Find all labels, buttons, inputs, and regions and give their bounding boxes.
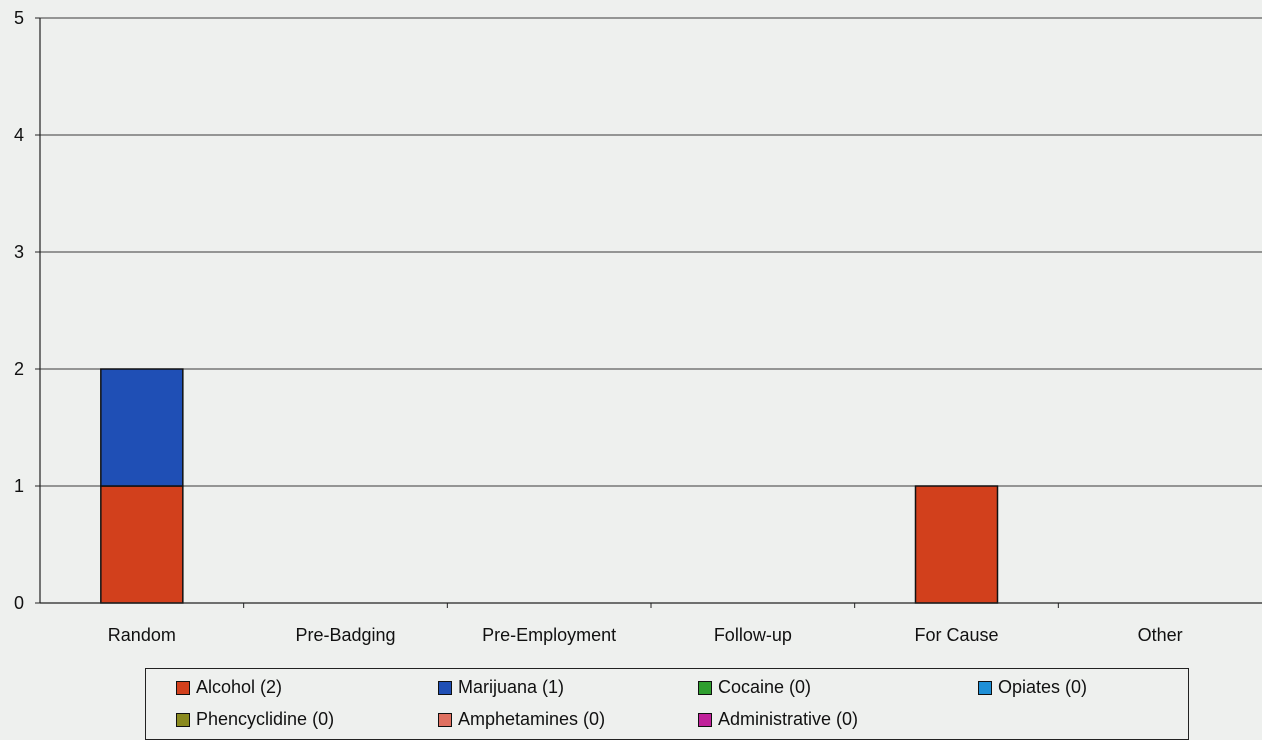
y-tick-label: 0 xyxy=(14,593,24,613)
legend-label: Phencyclidine (0) xyxy=(196,709,335,729)
bar-chart: 0 1 2 3 4 5 Random Pre-Badging Pre-Employment Fo… xyxy=(14,8,1262,645)
legend-item: Cocaine (0) xyxy=(698,677,811,698)
x-category-label: Random xyxy=(108,625,176,645)
legend-swatch xyxy=(698,712,712,727)
legend-item: Alcohol (2) xyxy=(176,677,282,698)
x-category-label: Pre-Badging xyxy=(295,625,395,645)
legend-item: Opiates (0) xyxy=(978,677,1087,698)
y-tick-label: 3 xyxy=(14,242,24,262)
y-tick-label: 1 xyxy=(14,476,24,496)
y-tick-label: 4 xyxy=(14,125,24,145)
bar-marijuana-random xyxy=(100,368,184,487)
legend-label: Opiates (0) xyxy=(998,677,1088,697)
x-category-label: Other xyxy=(1138,625,1183,645)
legend-swatch xyxy=(978,680,992,695)
x-category-label: Pre-Employment xyxy=(482,625,616,645)
legend-label: Marijuana (1) xyxy=(458,677,565,697)
legend-swatch xyxy=(176,712,190,727)
legend-item: Phencyclidine (0) xyxy=(176,709,334,730)
y-tick-label: 5 xyxy=(14,8,24,28)
legend-swatch xyxy=(698,680,712,695)
bar-alcohol-random xyxy=(100,485,184,604)
legend-item: Administrative (0) xyxy=(698,709,858,730)
legend-label: Alcohol (2) xyxy=(196,677,283,697)
legend-swatch xyxy=(176,680,190,695)
y-tick-label: 2 xyxy=(14,359,24,379)
legend-swatch xyxy=(438,680,452,695)
legend-swatch xyxy=(438,712,452,727)
legend-item: Marijuana (1) xyxy=(438,677,564,698)
legend-label: Administrative (0) xyxy=(718,709,859,729)
chart-legend: Alcohol (2) Marijuana (1) Cocaine (0) Opiat… xyxy=(145,668,1189,740)
x-category-label: For Cause xyxy=(914,625,998,645)
legend-label: Cocaine (0) xyxy=(718,677,812,697)
legend-item: Amphetamines (0) xyxy=(438,709,605,730)
bar-alcohol-for-cause xyxy=(914,485,999,604)
x-category-label: Follow-up xyxy=(714,625,792,645)
legend-label: Amphetamines (0) xyxy=(458,709,606,729)
